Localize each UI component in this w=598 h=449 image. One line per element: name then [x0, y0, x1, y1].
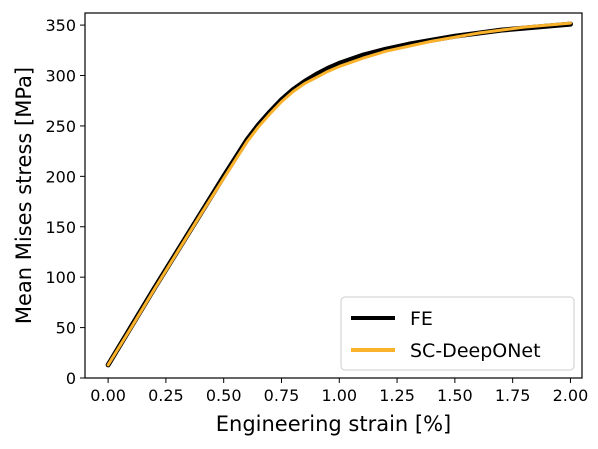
x-axis-label: Engineering strain [%]: [216, 412, 452, 436]
legend-label-sc-deeponet: SC-DeepONet: [410, 340, 541, 362]
x-tick-label: 1.50: [437, 386, 473, 405]
y-tick-label: 350: [45, 16, 76, 35]
x-tick-label: 2.00: [553, 386, 589, 405]
y-tick-label: 100: [45, 268, 76, 287]
y-tick-label: 150: [45, 218, 76, 237]
x-tick-label: 0.25: [148, 386, 184, 405]
y-tick-label: 300: [45, 67, 76, 86]
series-layer: [105, 21, 573, 368]
y-tick-label: 50: [56, 319, 76, 338]
series-line-sc-deeponet: [106, 21, 572, 367]
legend-label-fe: FE: [410, 308, 433, 330]
x-tick-label: 0.75: [264, 386, 300, 405]
y-tick-label: 250: [45, 117, 76, 136]
y-axis-label: Mean Mises stress [MPa]: [12, 67, 36, 324]
y-axis-ticks: 0 50 100 150 200 250 300 350: [45, 16, 85, 388]
x-tick-label: 1.75: [495, 386, 531, 405]
x-tick-label: 0.00: [90, 386, 126, 405]
x-tick-label: 0.50: [206, 386, 242, 405]
y-tick-label: 0: [66, 369, 76, 388]
legend: FE SC-DeepONet: [340, 296, 575, 371]
legend-box: [340, 296, 575, 371]
x-tick-label: 1.25: [379, 386, 415, 405]
x-tick-label: 1.00: [321, 386, 357, 405]
x-axis-ticks: 0.00 0.25 0.50 0.75 1.00 1.25 1.50 1.75 2.00: [90, 378, 588, 405]
plot-frame: [84, 12, 583, 379]
y-tick-label: 200: [45, 167, 76, 186]
